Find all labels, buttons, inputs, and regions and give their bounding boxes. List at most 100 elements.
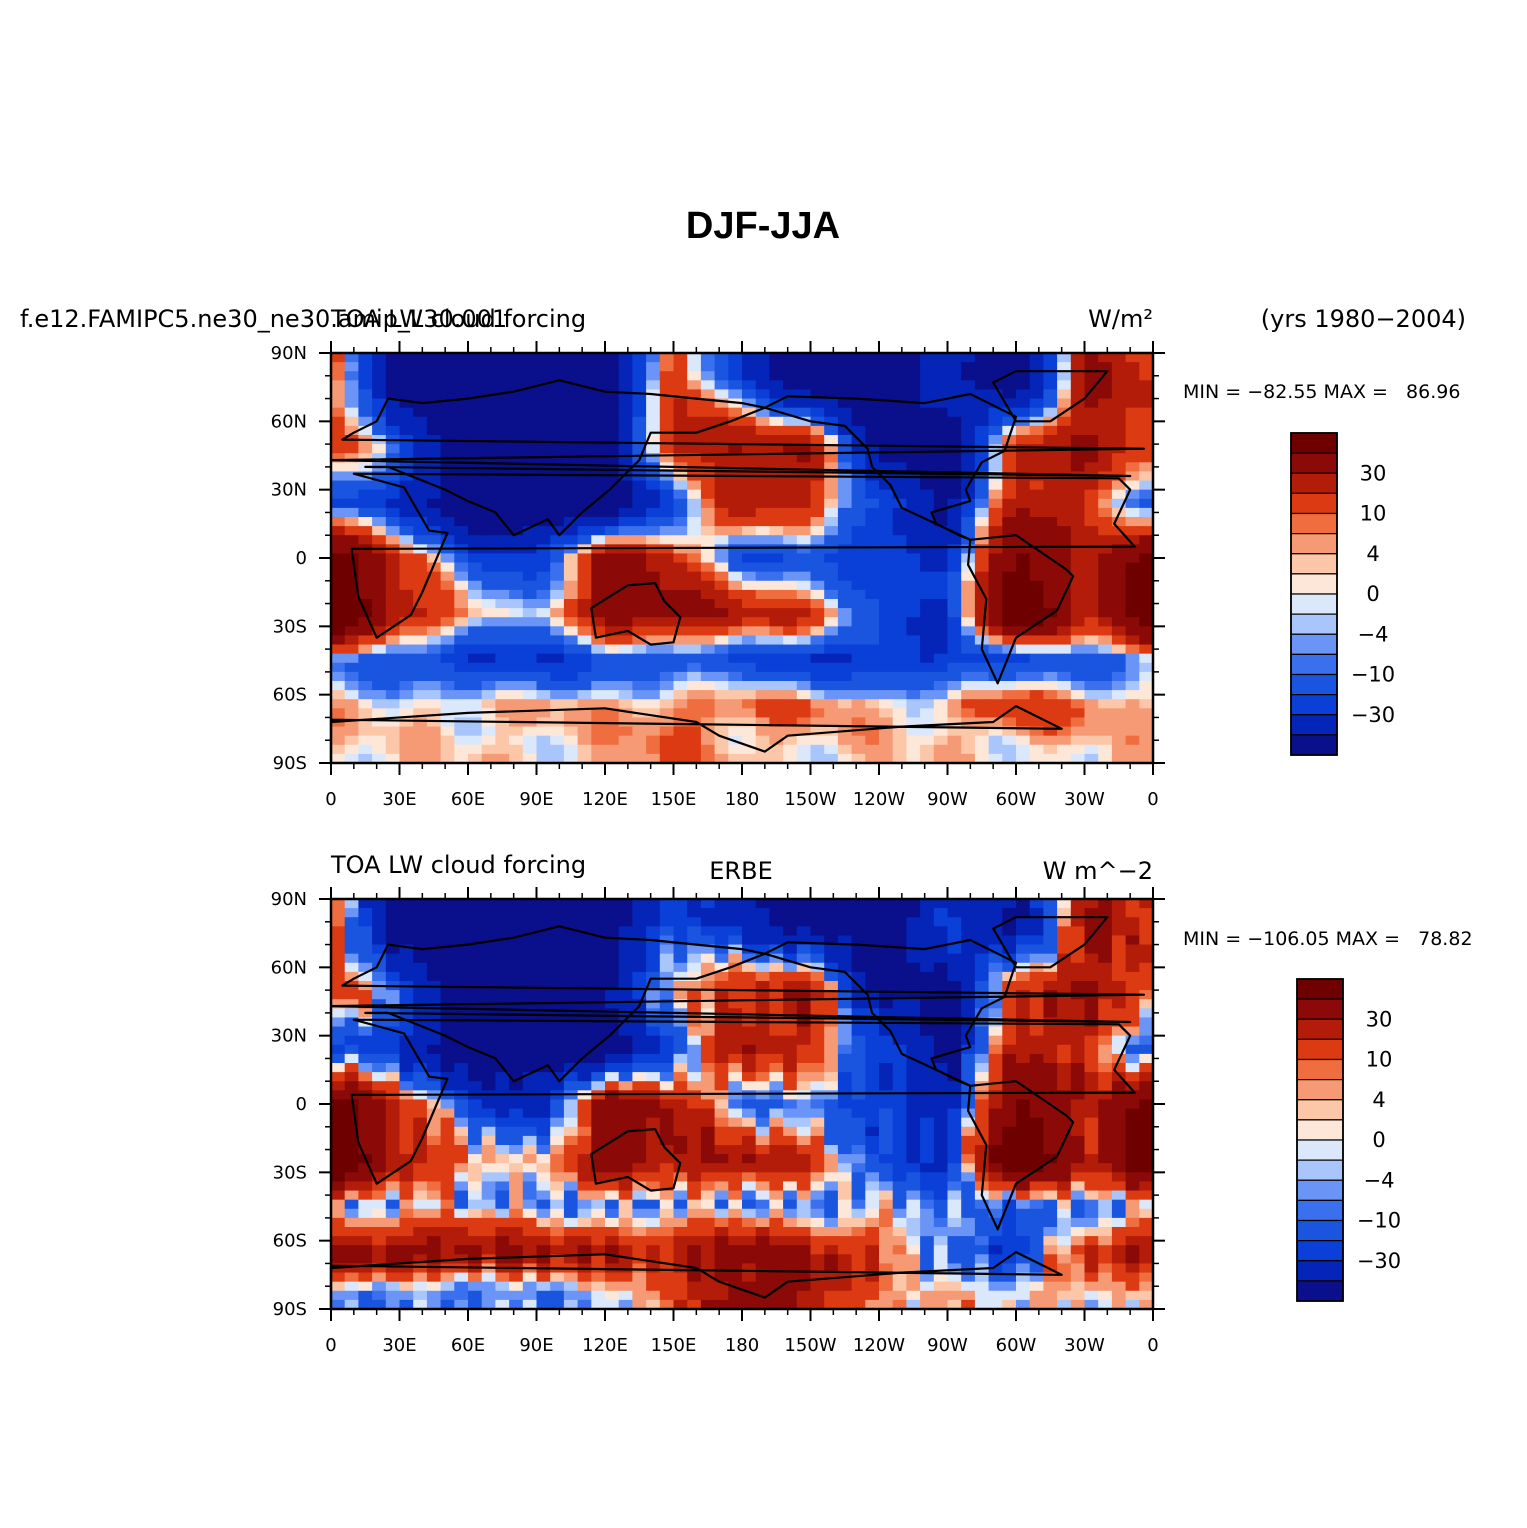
map-cell [481,1145,496,1155]
map-cell [824,662,839,673]
map-cell [536,1008,551,1019]
map-cell [426,1044,442,1055]
map-cell [618,608,633,618]
map-cell [865,1090,880,1101]
map-cell [481,1172,496,1183]
map-cell [591,462,606,473]
map-cell [1125,498,1140,509]
map-cell [344,407,359,418]
map-cell [947,498,962,509]
map-cell [1098,407,1113,418]
map-cell [700,571,716,582]
map-cell [755,1072,770,1082]
map-cell [961,644,976,655]
map-cell [1111,644,1127,655]
map-cell [687,1135,702,1146]
map-cell [632,435,647,445]
map-cell [1098,608,1113,618]
map-cell [687,353,702,363]
map-cell [331,1172,346,1183]
map-cell [796,644,812,655]
map-cell [810,662,825,673]
map-cell [632,917,647,927]
map-cell [468,416,483,427]
map-cell [550,935,565,946]
map-cell [399,1208,414,1219]
map-cell [550,462,565,473]
map-cell [399,1044,414,1055]
map-cell [1070,1126,1086,1137]
map-cell [974,690,990,700]
map-cell [399,1035,414,1046]
map-cell [810,498,825,509]
map-cell [605,553,620,564]
coastline [329,704,1063,765]
map-cell [714,1081,729,1091]
map-cell [413,599,428,609]
map-cell [865,553,880,564]
map-cell [933,480,949,491]
map-cell [536,726,551,737]
map-cell [988,544,1003,555]
map-cell [399,971,414,982]
map-cell [481,407,496,418]
map-cell [413,690,428,700]
map-cell [1029,553,1044,564]
map-cell [522,1163,538,1173]
map-cell [783,435,798,445]
map-cell [974,999,990,1009]
map-cell [440,1117,455,1128]
map-cell [1125,517,1140,527]
map-cell [385,653,401,664]
map-cell [1111,1008,1127,1019]
map-cell [1125,1154,1140,1164]
map-cell [331,398,346,409]
map-cell [331,690,346,700]
map-cell [892,708,907,719]
map-cell [1029,1190,1044,1201]
map-cell [1070,644,1086,655]
map-cell [481,962,496,973]
map-cell [1125,1108,1140,1119]
map-cell [522,971,538,982]
map-cell [413,1199,428,1210]
map-cell [1070,535,1086,545]
map-cell [769,626,784,637]
map-cell [481,671,496,682]
map-cell [646,1145,661,1155]
map-cell [1016,462,1031,473]
map-cell [892,753,907,764]
map-cell [714,962,729,973]
map-cell [1111,489,1127,500]
map-cell [673,735,688,746]
map-cell [1139,653,1154,664]
map-cell [331,708,346,719]
map-cell [920,708,935,719]
map-cell [1070,553,1086,564]
map-cell [865,1163,880,1173]
map-cell [413,1208,428,1219]
map-cell [728,1154,743,1164]
map-cell [454,535,469,545]
map-cell [454,1053,469,1064]
map-cell [550,1181,565,1192]
colorbar-outline [1290,432,1338,756]
map-cell [783,708,798,719]
map-cell [1111,1099,1127,1110]
map-cell [810,644,825,655]
map-cell [563,1135,579,1146]
map-cell [974,990,990,1000]
map-cell [468,699,483,709]
map-cell [742,389,757,400]
map-cell [865,398,880,409]
map-cell [933,662,949,673]
map-cell [1125,380,1140,391]
map-cell [358,1208,373,1219]
map-cell [700,498,716,509]
map-cell [920,1081,935,1091]
map-cell [659,480,675,491]
map-cell [906,953,921,964]
map-cell [577,553,592,564]
map-cell [468,626,483,637]
map-cell [522,726,538,737]
